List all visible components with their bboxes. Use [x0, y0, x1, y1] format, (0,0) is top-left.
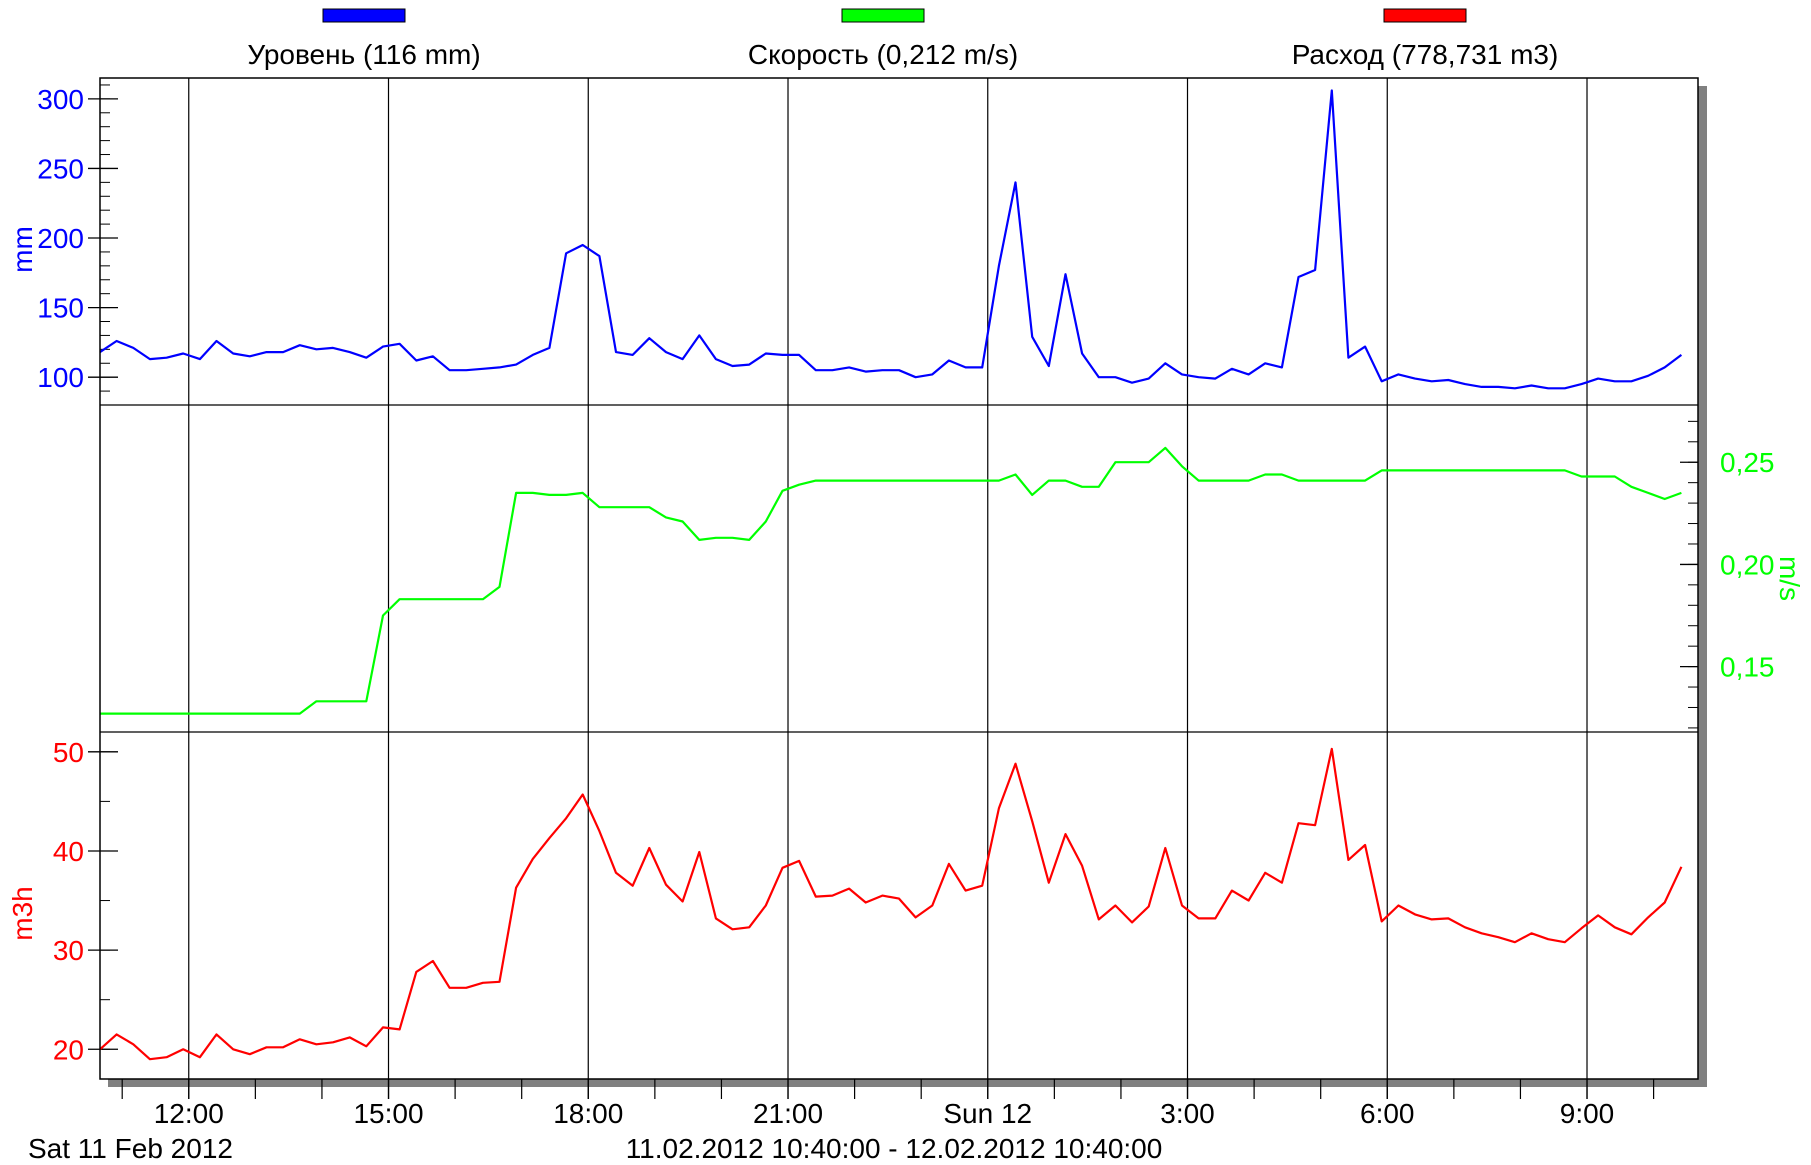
flow-tick-label-3: 40	[53, 836, 84, 867]
x-tick-label-5: Sun 12	[943, 1098, 1032, 1129]
velocity-tick-label-1: 0,15	[1720, 652, 1775, 683]
flow-series-line	[99, 747, 1683, 1061]
legend-swatch-3	[1383, 8, 1467, 23]
level-axis-title: mm	[7, 226, 38, 273]
level-tick-label-1: 100	[37, 362, 84, 393]
flow-axis-title: m3h	[7, 886, 38, 940]
plot-area: 100 150 200 250 300 mm 0,15 0,20 0,25 m/s 20 30 40 50…	[7, 77, 1805, 1129]
x-tick-label-1: 12:00	[154, 1098, 224, 1129]
x-tick-label-4: 21:00	[753, 1098, 823, 1129]
velocity-series-line	[100, 446, 1682, 715]
legend: Уровень (116 mm) Скорость (0,212 m/s) Расх…	[247, 8, 1559, 70]
footer-date-label: Sat 11 Feb 2012	[28, 1133, 233, 1164]
x-tick-label-6: 3:00	[1160, 1098, 1215, 1129]
velocity-tick-label-3: 0,25	[1720, 447, 1775, 478]
x-tick-label-8: 9:00	[1560, 1098, 1615, 1129]
velocity-axis-title: m/s	[1774, 556, 1805, 601]
plot-shadow-bottom	[108, 1079, 1707, 1087]
x-tick-label-7: 6:00	[1360, 1098, 1415, 1129]
x-tick-label-2: 15:00	[353, 1098, 423, 1129]
velocity-tick-label-2: 0,20	[1720, 549, 1775, 580]
legend-swatch-1	[322, 8, 406, 23]
plot-background	[100, 78, 1698, 1079]
flow-tick-label-4: 50	[53, 737, 84, 768]
legend-label-2: Скорость (0,212 m/s)	[748, 39, 1018, 70]
level-tick-label-2: 150	[37, 293, 84, 324]
level-tick-label-4: 250	[37, 153, 84, 184]
plot-frame	[99, 77, 1699, 1080]
level-tick-label-5: 300	[37, 84, 84, 115]
level-tick-label-3: 200	[37, 223, 84, 254]
legend-label-1: Уровень (116 mm)	[247, 39, 480, 70]
footer-range-label: 11.02.2012 10:40:00 - 12.02.2012 10:40:0…	[626, 1133, 1163, 1164]
legend-swatch-2	[841, 8, 925, 23]
flow-tick-label-2: 30	[53, 935, 84, 966]
x-tick-label-3: 18:00	[553, 1098, 623, 1129]
flow-tick-label-1: 20	[53, 1034, 84, 1065]
legend-label-3: Расход (778,731 m3)	[1292, 39, 1559, 70]
plot-shadow-right	[1698, 86, 1707, 1087]
level-series-line	[99, 89, 1683, 390]
